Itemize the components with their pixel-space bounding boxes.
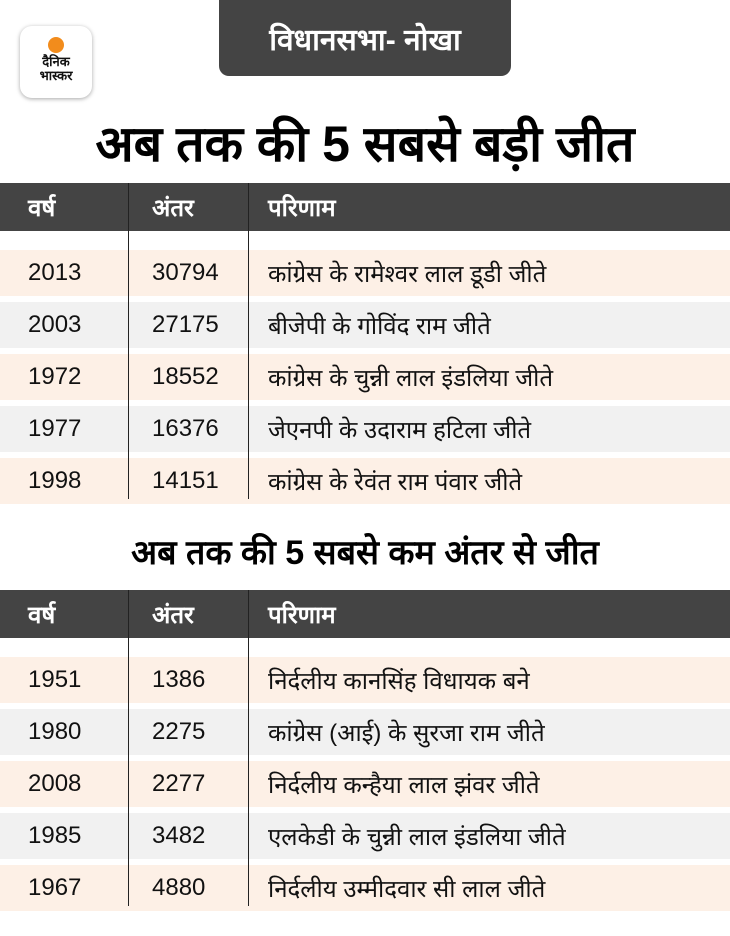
column-divider [248, 183, 249, 499]
table-row: 2013 30794 कांग्रेस के रामेश्वर लाल डूडी ज… [0, 250, 730, 296]
table-cell: कांग्रेस के रामेश्वर लाल डूडी जीते [268, 260, 547, 288]
column-header: परिणाम [268, 601, 336, 629]
logo-text: भास्कर [39, 68, 73, 83]
table-row: 1980 2275 कांग्रेस (आई) के सुरजा राम जीते [0, 709, 730, 755]
table-cell: 2008 [28, 770, 82, 797]
table-cell: 2275 [152, 718, 206, 745]
constituency-badge: विधानसभा- नोखा [219, 0, 511, 76]
table-row: 1985 3482 एलकेडी के चुन्नी लाल इंडलिया जीत… [0, 813, 730, 859]
table-cell: 1967 [28, 874, 82, 901]
table-cell: 30794 [152, 259, 219, 286]
column-header: वर्ष [28, 194, 56, 222]
table-cell: 2003 [28, 311, 82, 338]
column-divider [128, 183, 129, 499]
table-row: 1998 14151 कांग्रेस के रेवंत राम पंवार जीत… [0, 458, 730, 504]
table-row: 1977 16376 जेएनपी के उदाराम हटिला जीते [0, 406, 730, 452]
sun-icon [48, 37, 64, 53]
table-cell: निर्दलीय उम्मीदवार सी लाल जीते [268, 875, 546, 903]
table-cell: 1980 [28, 718, 82, 745]
column-divider [248, 590, 249, 906]
table-cell: 2013 [28, 259, 82, 286]
table-cell: 1985 [28, 822, 82, 849]
table-cell: निर्दलीय कानसिंह विधायक बने [268, 667, 530, 695]
table-row: 2003 27175 बीजेपी के गोविंद राम जीते [0, 302, 730, 348]
table-cell: 3482 [152, 822, 206, 849]
column-divider [128, 590, 129, 906]
table-cell: 1998 [28, 467, 82, 494]
table-header: वर्ष अंतर परिणाम [0, 590, 730, 638]
column-header: अंतर [152, 194, 194, 222]
table-cell: कांग्रेस के रेवंत राम पंवार जीते [268, 468, 523, 496]
table-row: 1951 1386 निर्दलीय कानसिंह विधायक बने [0, 657, 730, 703]
table-header: वर्ष अंतर परिणाम [0, 183, 730, 231]
table-cell: 14151 [152, 467, 219, 494]
table-cell: 1951 [28, 666, 82, 693]
table-cell: 27175 [152, 311, 219, 338]
dainik-bhaskar-logo: दैनिक भास्कर [20, 26, 92, 98]
table-cell: 2277 [152, 770, 206, 797]
table-cell: 16376 [152, 415, 219, 442]
column-header: वर्ष [28, 601, 56, 629]
table-cell: 1386 [152, 666, 206, 693]
table-row: 2008 2277 निर्दलीय कन्हैया लाल झंवर जीते [0, 761, 730, 807]
results-table: वर्ष अंतर परिणाम 2013 30794 कांग्रेस के रामेश… [0, 183, 730, 504]
table-cell: 1972 [28, 363, 82, 390]
table-cell: निर्दलीय कन्हैया लाल झंवर जीते [268, 771, 540, 799]
results-table: वर्ष अंतर परिणाम 1951 1386 निर्दलीय कानसिंह व… [0, 590, 730, 911]
table-cell: 1977 [28, 415, 82, 442]
table-cell: 18552 [152, 363, 219, 390]
table-cell: 4880 [152, 874, 206, 901]
table-cell: बीजेपी के गोविंद राम जीते [268, 312, 491, 340]
table-cell: जेएनपी के उदाराम हटिला जीते [268, 416, 532, 444]
column-header: अंतर [152, 601, 194, 629]
column-header: परिणाम [268, 194, 336, 222]
table-cell: एलकेडी के चुन्नी लाल इंडलिया जीते [268, 823, 566, 851]
section-title-biggest-wins: अब तक की 5 सबसे बड़ी जीत [95, 116, 635, 172]
table-cell: कांग्रेस के चुन्नी लाल इंडलिया जीते [268, 364, 554, 392]
table-row: 1967 4880 निर्दलीय उम्मीदवार सी लाल जीते [0, 865, 730, 911]
table-cell: कांग्रेस (आई) के सुरजा राम जीते [268, 719, 545, 747]
table-row: 1972 18552 कांग्रेस के चुन्नी लाल इंडलिया … [0, 354, 730, 400]
logo-text: दैनिक [42, 54, 70, 69]
section-title-smallest-wins: अब तक की 5 सबसे कम अंतर से जीत [131, 534, 599, 572]
